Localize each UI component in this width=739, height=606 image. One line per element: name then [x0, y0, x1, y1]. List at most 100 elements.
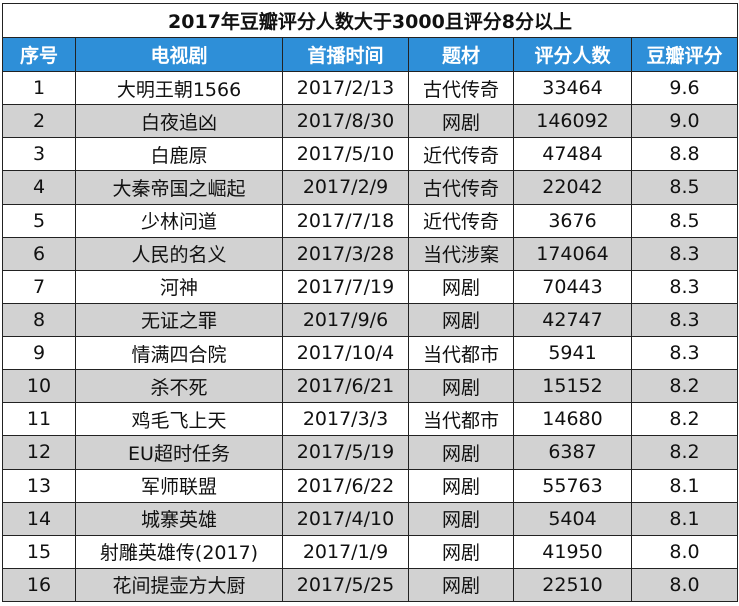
cell-drama: 白鹿原 [75, 137, 283, 172]
cell-premiere: 2017/5/25 [282, 567, 409, 603]
cell-drama: 射雕英雄传(2017) [75, 534, 283, 569]
cell-drama: 花间提壶方大厨 [75, 567, 283, 603]
cell-raters: 41950 [513, 534, 632, 569]
cell-index: 5 [2, 203, 76, 238]
cell-index: 4 [2, 170, 76, 205]
cell-score: 8.1 [630, 468, 739, 503]
table-row: 9 情满四合院 2017/10/4 当代都市 5941 8.3 [2, 335, 739, 371]
cell-drama: 白夜追凶 [75, 104, 283, 139]
col-header-premiere: 首播时间 [282, 37, 409, 72]
cell-raters: 33464 [513, 70, 632, 106]
cell-drama: 城寨英雄 [75, 501, 283, 536]
cell-premiere: 2017/3/28 [282, 236, 409, 271]
cell-index: 16 [2, 567, 76, 603]
cell-score: 8.5 [630, 203, 739, 238]
cell-index: 7 [2, 269, 76, 304]
cell-score: 8.1 [630, 501, 739, 536]
cell-drama: 少林问道 [75, 203, 283, 238]
cell-genre: 网剧 [408, 104, 514, 139]
cell-drama: 大秦帝国之崛起 [75, 170, 283, 205]
cell-raters: 70443 [513, 269, 632, 304]
cell-raters: 146092 [513, 104, 632, 139]
cell-drama: 河神 [75, 269, 283, 304]
table-row: 11 鸡毛飞上天 2017/3/3 当代都市 14680 8.2 [2, 402, 739, 437]
cell-genre: 网剧 [408, 567, 514, 603]
table-row: 14 城寨英雄 2017/4/10 网剧 5404 8.1 [2, 501, 739, 536]
cell-genre: 当代都市 [408, 335, 514, 371]
table-body: 1 大明王朝1566 2017/2/13 古代传奇 33464 9.6 2 白夜追凶 2017/… [2, 70, 739, 603]
cell-score: 8.3 [630, 269, 739, 304]
cell-index: 9 [2, 335, 76, 371]
cell-score: 8.8 [630, 137, 739, 172]
cell-index: 6 [2, 236, 76, 271]
cell-drama: 军师联盟 [75, 468, 283, 503]
table-row: 7 河神 2017/7/19 网剧 70443 8.3 [2, 269, 739, 304]
cell-index: 12 [2, 435, 76, 470]
header-row: 序号 电视剧 首播时间 题材 评分人数 豆瓣评分 [2, 37, 739, 72]
cell-genre: 网剧 [408, 302, 514, 338]
cell-genre: 古代传奇 [408, 170, 514, 205]
ratings-table: 2017年豆瓣评分人数大于3000且评分8分以上 序号 电视剧 首播时间 题材 … [1, 3, 739, 603]
cell-raters: 14680 [513, 402, 632, 437]
table-row: 16 花间提壶方大厨 2017/5/25 网剧 22510 8.0 [2, 567, 739, 603]
cell-premiere: 2017/5/10 [282, 137, 409, 172]
cell-raters: 15152 [513, 369, 632, 404]
cell-genre: 当代涉案 [408, 236, 514, 271]
col-header-raters: 评分人数 [513, 37, 632, 72]
cell-score: 9.6 [630, 70, 739, 106]
cell-premiere: 2017/6/22 [282, 468, 409, 503]
cell-raters: 47484 [513, 137, 632, 172]
cell-genre: 网剧 [408, 269, 514, 304]
cell-premiere: 2017/5/19 [282, 435, 409, 470]
cell-drama: 鸡毛飞上天 [75, 402, 283, 437]
table-row: 2 白夜追凶 2017/8/30 网剧 146092 9.0 [2, 104, 739, 139]
cell-drama: 人民的名义 [75, 236, 283, 271]
cell-raters: 22510 [513, 567, 632, 603]
cell-drama: 情满四合院 [75, 335, 283, 371]
cell-score: 8.2 [630, 402, 739, 437]
cell-premiere: 2017/6/21 [282, 369, 409, 404]
cell-drama: 杀不死 [75, 369, 283, 404]
table-row: 1 大明王朝1566 2017/2/13 古代传奇 33464 9.6 [2, 70, 739, 106]
cell-premiere: 2017/2/9 [282, 170, 409, 205]
cell-index: 8 [2, 302, 76, 338]
cell-premiere: 2017/3/3 [282, 402, 409, 437]
cell-premiere: 2017/4/10 [282, 501, 409, 536]
col-header-drama: 电视剧 [75, 37, 283, 72]
table-row: 3 白鹿原 2017/5/10 近代传奇 47484 8.8 [2, 137, 739, 172]
table-row: 4 大秦帝国之崛起 2017/2/9 古代传奇 22042 8.5 [2, 170, 739, 205]
col-header-genre: 题材 [408, 37, 514, 72]
cell-raters: 5404 [513, 501, 632, 536]
table-row: 6 人民的名义 2017/3/28 当代涉案 174064 8.3 [2, 236, 739, 271]
cell-genre: 古代传奇 [408, 70, 514, 106]
cell-genre: 网剧 [408, 501, 514, 536]
cell-index: 2 [2, 104, 76, 139]
cell-premiere: 2017/8/30 [282, 104, 409, 139]
cell-drama: EU超时任务 [75, 435, 283, 470]
col-header-score: 豆瓣评分 [630, 37, 739, 72]
cell-score: 8.0 [630, 534, 739, 569]
cell-premiere: 2017/7/19 [282, 269, 409, 304]
table-row: 15 射雕英雄传(2017) 2017/1/9 网剧 41950 8.0 [2, 534, 739, 569]
cell-genre: 近代传奇 [408, 137, 514, 172]
cell-score: 8.2 [630, 369, 739, 404]
cell-premiere: 2017/2/13 [282, 70, 409, 106]
cell-drama: 大明王朝1566 [75, 70, 283, 106]
cell-premiere: 2017/10/4 [282, 335, 409, 371]
cell-index: 3 [2, 137, 76, 172]
cell-premiere: 2017/9/6 [282, 302, 409, 338]
cell-genre: 网剧 [408, 369, 514, 404]
cell-genre: 网剧 [408, 468, 514, 503]
table-row: 12 EU超时任务 2017/5/19 网剧 6387 8.2 [2, 435, 739, 470]
cell-score: 8.3 [630, 236, 739, 271]
table-row: 8 无证之罪 2017/9/6 网剧 42747 8.3 [2, 302, 739, 338]
cell-premiere: 2017/7/18 [282, 203, 409, 238]
cell-raters: 22042 [513, 170, 632, 205]
cell-raters: 6387 [513, 435, 632, 470]
table-row: 5 少林问道 2017/7/18 近代传奇 3676 8.5 [2, 203, 739, 238]
cell-score: 8.0 [630, 567, 739, 603]
cell-raters: 174064 [513, 236, 632, 271]
cell-raters: 3676 [513, 203, 632, 238]
cell-score: 8.2 [630, 435, 739, 470]
cell-index: 10 [2, 369, 76, 404]
